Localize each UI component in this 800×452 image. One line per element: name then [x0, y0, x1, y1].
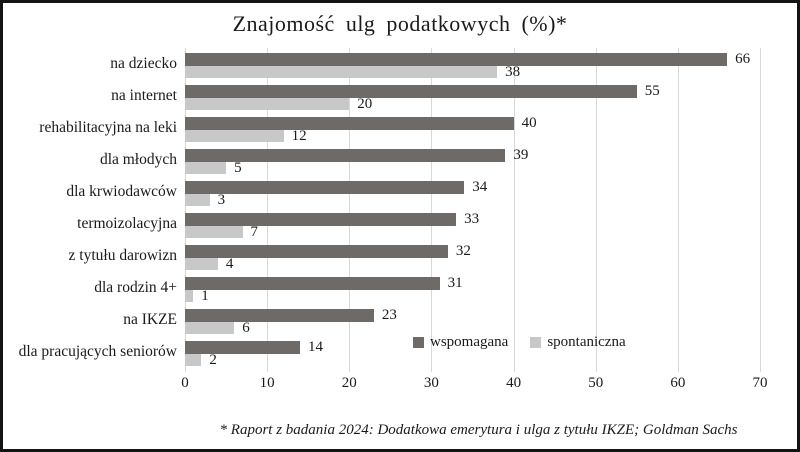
bar-spontaniczna — [185, 258, 218, 270]
x-tick-label-20: 20 — [341, 375, 357, 391]
category-label: na IKZE — [123, 311, 177, 328]
bar-row-4: dla młodych 39 5 — [100, 144, 760, 176]
category-label: dla pracujących seniorów — [18, 343, 177, 360]
gridline-x-70 — [760, 48, 761, 372]
bar-spontaniczna — [185, 322, 235, 334]
bar-wspomagana — [185, 277, 440, 290]
x-tick-label-50: 50 — [588, 375, 604, 391]
chart-title: Znajomość ulg podatkowych (%)* — [232, 11, 568, 36]
bar-row-5: dla krwiodawców 34 3 — [66, 176, 760, 208]
bar-wspomagana — [185, 245, 448, 258]
x-tick-label-0: 0 — [181, 375, 189, 391]
category-label: na dziecko — [110, 55, 177, 72]
x-axis: 0 10 20 30 40 50 60 70 — [181, 375, 767, 393]
gridline-x-30 — [431, 48, 433, 372]
value-label-wspomagana: 66 — [735, 51, 751, 67]
value-label-spontaniczna: 2 — [209, 352, 217, 368]
plot-area: na dziecko 66 38 na internet 55 20 rehabilitac… — [19, 48, 761, 372]
x-tick-label-70: 70 — [752, 375, 768, 391]
bar-wspomagana — [185, 181, 465, 194]
bar-row-10: dla pracujących seniorów 14 2 — [19, 336, 760, 368]
bar-wspomagana — [185, 85, 637, 98]
value-label-wspomagana: 40 — [521, 115, 537, 131]
legend-item-wspomagana: wspomagana — [413, 334, 508, 351]
bar-wspomagana — [185, 117, 514, 130]
bar-row-2: na internet 55 20 — [111, 80, 760, 112]
legend-swatch-spontaniczna — [530, 337, 542, 348]
value-label-wspomagana: 55 — [644, 83, 660, 99]
value-label-wspomagana: 34 — [472, 179, 488, 195]
category-label: dla młodych — [99, 151, 177, 168]
category-label: rehabilitacyjna na leki — [39, 119, 177, 136]
gridline-x-10 — [267, 48, 269, 372]
bar-row-9: na IKZE 23 6 — [123, 304, 760, 336]
x-tick-label-40: 40 — [506, 375, 522, 391]
bar-row-6: termoizolacyjna 33 7 — [77, 208, 760, 240]
category-label: dla rodzin 4+ — [94, 279, 177, 296]
bar-wspomagana — [185, 53, 728, 66]
legend-item-spontaniczna: spontaniczna — [530, 334, 626, 351]
value-label-spontaniczna: 3 — [217, 192, 226, 208]
value-label-wspomagana: 32 — [455, 243, 471, 259]
bar-row-8: dla rodzin 4+ 31 1 — [94, 272, 760, 304]
bar-spontaniczna — [185, 194, 210, 206]
bar-wspomagana — [185, 341, 300, 354]
value-label-spontaniczna: 12 — [291, 128, 307, 144]
bar-spontaniczna — [185, 98, 350, 110]
value-label-spontaniczna: 6 — [242, 320, 250, 336]
value-label-spontaniczna: 20 — [357, 96, 373, 112]
value-label-spontaniczna: 4 — [225, 256, 234, 272]
value-label-wspomagana: 23 — [381, 307, 397, 323]
category-label: na internet — [111, 87, 177, 104]
category-label: dla krwiodawców — [66, 183, 177, 200]
category-label: termoizolacyjna — [77, 215, 177, 232]
x-tick-label-60: 60 — [670, 375, 686, 391]
footnote: * Raport z badania 2024: Dodatkowa emery… — [219, 422, 738, 438]
bar-wspomagana — [185, 309, 374, 322]
gridline-x-60 — [677, 48, 679, 372]
gridline-x-0 — [185, 48, 186, 372]
value-label-spontaniczna: 7 — [250, 224, 259, 240]
bar-spontaniczna — [185, 66, 498, 78]
category-label: z tytułu darowizn — [68, 247, 177, 264]
value-label-wspomagana: 31 — [447, 275, 463, 291]
bar-spontaniczna — [185, 226, 243, 238]
legend-label-wspomagana: wspomagana — [430, 334, 509, 350]
value-label-spontaniczna: 38 — [505, 64, 521, 80]
value-label-spontaniczna: 5 — [234, 160, 242, 176]
bar-wspomagana — [185, 213, 457, 226]
legend-swatch-wspomagana — [413, 337, 424, 348]
bar-spontaniczna — [185, 162, 227, 174]
bar-wspomagana — [185, 149, 506, 162]
bar-row-3: rehabilitacyjna na leki 40 12 — [39, 112, 760, 144]
bar-row-7: z tytułu darowizn 32 4 — [69, 240, 760, 272]
value-label-spontaniczna: 1 — [201, 288, 209, 304]
gridline-x-20 — [349, 48, 351, 372]
gridline-x-40 — [513, 48, 515, 372]
bar-spontaniczna — [185, 130, 284, 142]
bar-spontaniczna — [185, 290, 194, 302]
legend: wspomagana spontaniczna — [413, 334, 626, 351]
bar-row-1: na dziecko 66 38 — [110, 48, 760, 80]
bar-spontaniczna — [185, 354, 202, 366]
legend-label-spontaniczna: spontaniczna — [547, 334, 626, 350]
value-label-wspomagana: 14 — [308, 339, 323, 355]
gridline-x-50 — [595, 48, 597, 372]
value-label-wspomagana: 39 — [513, 147, 529, 163]
x-tick-label-30: 30 — [423, 375, 439, 391]
value-label-wspomagana: 33 — [464, 211, 480, 227]
x-tick-label-10: 10 — [259, 375, 275, 391]
